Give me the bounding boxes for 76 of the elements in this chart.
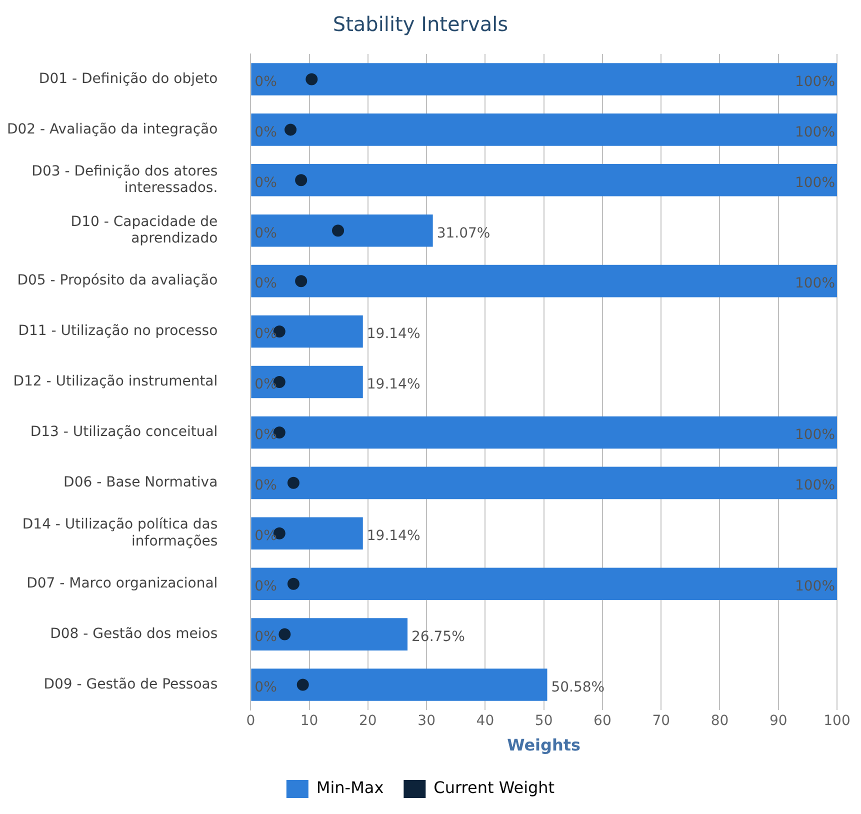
data-label: 100% [794,478,835,494]
data-label: 19.14% [366,326,420,342]
data-label: 100% [794,427,835,444]
data-label: 100% [794,124,835,140]
bar [251,114,837,146]
data-label: 100% [794,578,835,594]
bar [251,315,363,348]
y-tick-label: D08 - Gestão dos meios [50,626,218,642]
y-tick-label: D14 - Utilização política das informações [22,516,218,550]
bar [251,63,837,96]
y-tick-label: D09 - Gestão de Pessoas [44,676,218,692]
point [284,124,297,136]
y-tick-label: D10 - Capacidade de aprendizado [70,214,218,247]
x-tick-label: 40 [476,713,494,730]
data-label: 100% [794,174,835,191]
y-tick-label: D06 - Base Normativa [64,474,218,491]
y-tick-label: D01 - Definição do objeto [38,70,218,87]
x-tick-label: 70 [652,713,670,730]
y-tick-label: D13 - Utilização conceitual [30,424,218,440]
point [295,275,308,288]
annotation: 0% [254,376,277,393]
annotation: 0% [254,276,277,292]
x-tick-label: 20 [359,713,377,730]
point [287,476,300,489]
legend-label: Current Weight [434,778,555,798]
data-label: 31.07% [436,225,490,242]
y-tick-label: D12 - Utilização instrumental [13,374,218,390]
bar [251,264,837,298]
x-tick-label: 80 [710,713,729,730]
bar [251,618,408,650]
annotation: 0% [254,74,277,90]
annotation: 0% [254,225,277,242]
bar [251,366,363,398]
annotation: 0% [254,478,277,494]
annotation: 0% [254,124,277,140]
data-label: 100% [794,276,835,292]
annotation: 0% [254,427,277,444]
y-tick-label: D07 - Marco organizacional [26,575,218,592]
y-tick-label: D03 - Definição dos atores interessados. [32,163,218,196]
x-tick-label: 10 [300,713,318,730]
point [295,174,308,186]
x-tick-label: 100 [824,713,850,730]
y-tick-label: D11 - Utilização no processo [18,323,218,340]
data-label: 26.75% [412,628,465,645]
bar [251,214,433,247]
point [306,73,318,86]
y-tick-label: D02 - Avaliação da integração [6,121,218,138]
point [332,224,344,237]
bar [251,466,837,500]
data-label: 19.14% [366,528,420,544]
legend-label: Min-Max [316,778,384,798]
annotation: 0% [254,578,277,594]
bar [251,164,837,196]
point [296,678,309,691]
bar [251,668,548,701]
data-label: 100% [794,74,835,90]
point [278,628,291,640]
data-label: 50.58% [551,679,605,696]
x-tick-label: 50 [534,713,553,730]
annotation: 0% [254,628,277,645]
bar [251,416,837,449]
point [287,578,300,590]
annotation: 0% [254,174,277,191]
x-tick-label: 60 [594,713,612,730]
x-axis-title: Weights [507,736,581,755]
annotation: 0% [254,679,277,696]
x-tick-label: 0 [246,713,256,730]
bar [251,568,837,600]
data-label: 19.14% [366,376,420,393]
x-tick-label: 90 [769,713,788,730]
y-tick-label: D05 - Propósito da avaliação [17,272,218,289]
annotation: 0% [254,528,277,544]
bar [251,517,363,550]
x-tick-label: 30 [418,713,436,730]
chart-title: Stability Intervals [332,12,508,36]
annotation: 0% [254,326,277,342]
